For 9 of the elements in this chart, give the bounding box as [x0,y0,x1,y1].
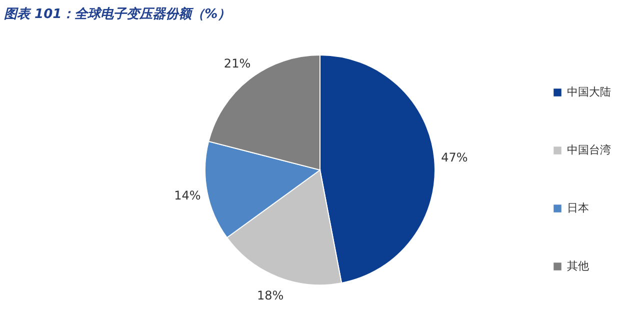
data-label: 18% [256,288,284,303]
legend-label: 其他 [567,260,589,272]
data-label: 14% [174,188,201,202]
data-label: 21% [224,56,251,70]
legend-label: 中国大陆 [567,86,611,98]
legend-label: 中国台湾 [567,144,611,156]
legend-label: 日本 [567,202,589,214]
chart-title: 图表 101：全球电子变压器份额（%） [4,6,231,22]
data-label: 47% [441,150,468,164]
